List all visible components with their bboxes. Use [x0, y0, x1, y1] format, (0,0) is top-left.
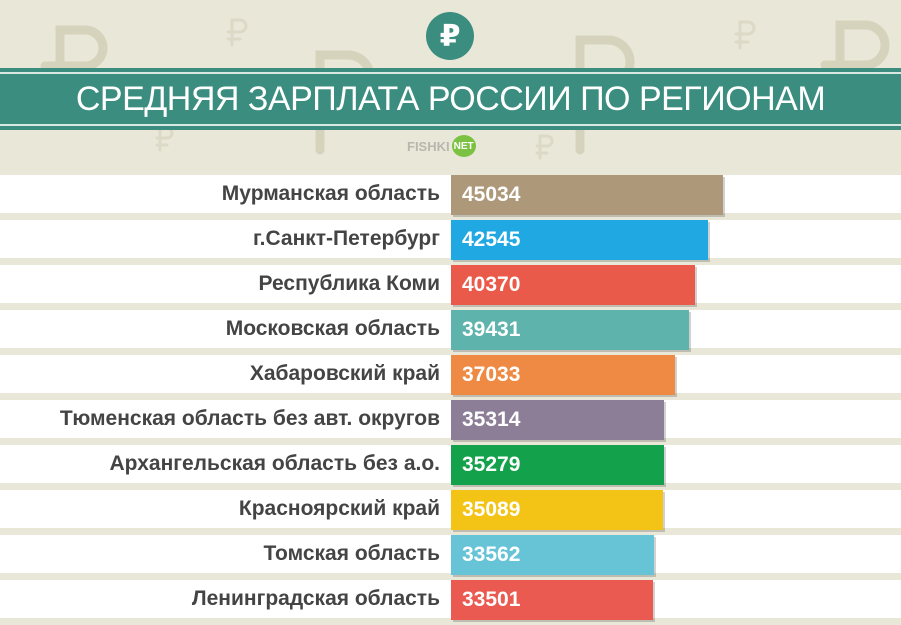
bar: [451, 175, 723, 215]
data-label: 40370: [462, 273, 521, 296]
category-label: Республика Коми: [258, 272, 440, 295]
bar: [451, 490, 663, 530]
chart-row: Тюменская область без авт. округов 35314: [0, 397, 901, 442]
source-logo: FISHKI NET: [407, 135, 476, 157]
category-label: г.Санкт-Петербург: [252, 227, 440, 250]
chart-row: Красноярский край 35089: [0, 487, 901, 532]
data-label: 35279: [462, 453, 521, 476]
chart-row: Республика Коми 40370: [0, 262, 901, 307]
chart-row: Мурманская область 45034: [0, 172, 901, 217]
row-stripe: [0, 580, 901, 618]
chart-row: Томская область 33562: [0, 532, 901, 577]
ruble-icon: ₽: [426, 12, 474, 60]
row-stripe: [0, 535, 901, 573]
category-label: Тюменская область без авт. округов: [59, 407, 440, 430]
row-stripe: [0, 265, 901, 303]
row-stripe: [0, 175, 901, 213]
data-label: 45034: [462, 183, 521, 206]
source-badge: NET: [451, 135, 476, 157]
ruble-symbol: ₽: [439, 18, 461, 54]
source-text: FISHKI: [407, 138, 450, 154]
chart-row: Московская область 39431: [0, 307, 901, 352]
row-stripe: [0, 445, 901, 483]
category-label: Московская область: [225, 317, 440, 340]
data-label: 39431: [462, 318, 521, 341]
bar: [451, 580, 653, 620]
bar-chart: Мурманская область 45034 г.Санкт-Петербург…: [0, 172, 901, 622]
data-label: 42545: [462, 228, 521, 251]
category-label: Красноярский край: [238, 497, 440, 520]
row-stripe: [0, 490, 901, 528]
bar: [451, 310, 689, 350]
data-label: 35089: [462, 498, 521, 521]
row-stripe: [0, 310, 901, 348]
data-label: 33501: [462, 588, 521, 611]
chart-row: Архангельская область без а.о. 35279: [0, 442, 901, 487]
bar: [451, 445, 664, 485]
category-label: Томская область: [263, 542, 440, 565]
data-label: 37033: [462, 363, 521, 386]
data-label: 33562: [462, 543, 521, 566]
row-stripe: [0, 355, 901, 393]
chart-row: Хабаровский край 37033: [0, 352, 901, 397]
category-label: Мурманская область: [221, 182, 440, 205]
chart-row: г.Санкт-Петербург 42545: [0, 217, 901, 262]
chart-row: Ленинградская область 33501: [0, 577, 901, 622]
bar: [451, 535, 654, 575]
bar: [451, 355, 675, 395]
bar: [451, 220, 708, 260]
title-banner: СРЕДНЯЯ ЗАРПЛАТА РОССИИ ПО РЕГИОНАМ: [0, 72, 901, 126]
row-stripe: [0, 220, 901, 258]
chart-title: СРЕДНЯЯ ЗАРПЛАТА РОССИИ ПО РЕГИОНАМ: [75, 79, 826, 118]
category-label: Ленинградская область: [191, 587, 440, 610]
row-stripe: [0, 400, 901, 438]
category-label: Хабаровский край: [249, 362, 440, 385]
category-label: Архангельская область без а.о.: [109, 452, 441, 475]
data-label: 35314: [462, 408, 521, 431]
bar: [451, 265, 695, 305]
bar: [451, 400, 664, 440]
